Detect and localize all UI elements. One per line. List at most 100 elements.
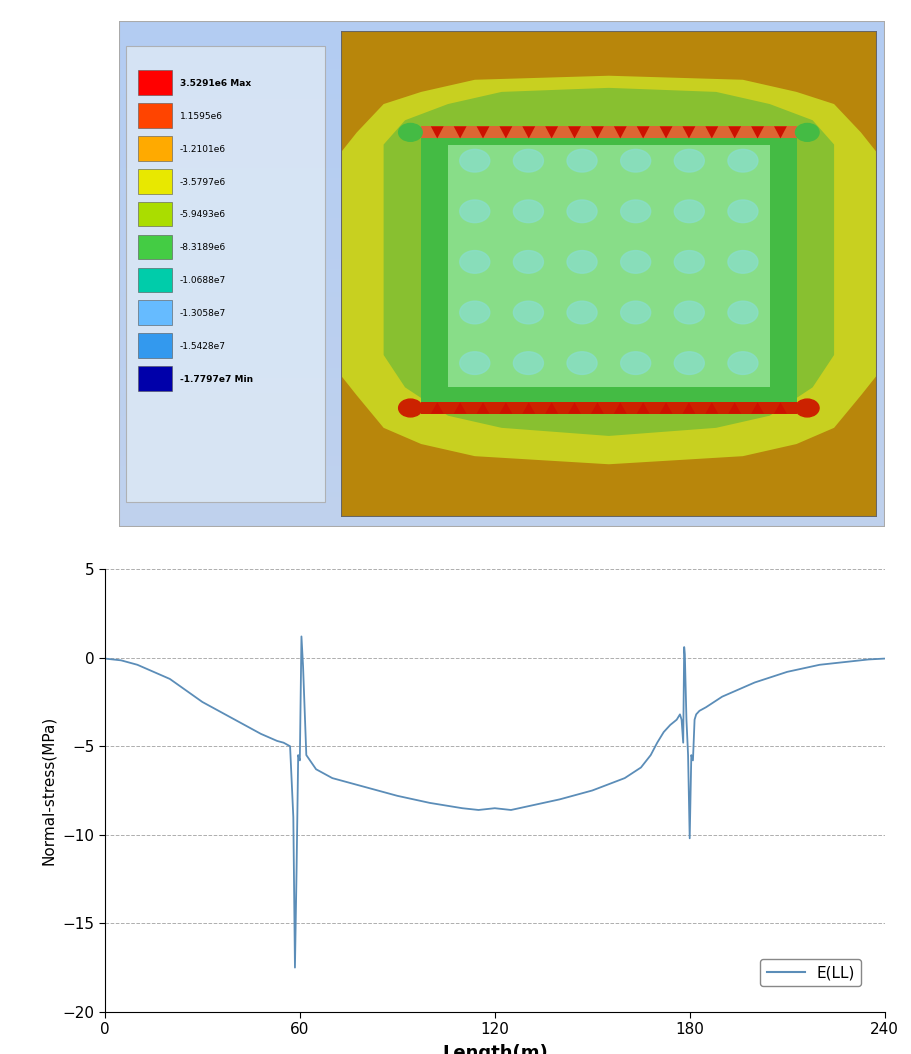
Polygon shape (476, 126, 489, 138)
Polygon shape (341, 76, 876, 464)
Bar (118, 203, 884, 206)
Bar (118, 92, 884, 95)
Bar (118, 408, 884, 411)
Bar (118, 180, 884, 183)
Bar (118, 256, 884, 259)
Bar (118, 261, 884, 264)
Bar (118, 413, 884, 415)
Bar (118, 165, 884, 168)
Text: -1.5428e7: -1.5428e7 (179, 341, 226, 351)
Polygon shape (659, 403, 671, 413)
Bar (118, 276, 884, 279)
Polygon shape (613, 403, 626, 413)
Bar (118, 95, 884, 97)
Bar (118, 82, 884, 84)
Polygon shape (613, 126, 626, 138)
Bar (138, 136, 172, 160)
Bar (118, 476, 884, 479)
Bar (118, 500, 884, 502)
Circle shape (567, 200, 597, 222)
Polygon shape (773, 126, 786, 138)
Polygon shape (568, 126, 580, 138)
Polygon shape (499, 126, 512, 138)
Bar (118, 289, 884, 292)
X-axis label: Length(m): Length(m) (442, 1045, 547, 1054)
Polygon shape (545, 403, 558, 413)
Bar (118, 173, 884, 175)
Bar (138, 235, 172, 259)
Bar (118, 226, 884, 229)
Polygon shape (636, 403, 649, 413)
Bar (118, 375, 884, 377)
Bar (118, 59, 884, 61)
Bar (118, 462, 884, 464)
Bar (118, 21, 884, 23)
Bar (118, 512, 884, 514)
Bar (118, 466, 884, 469)
Y-axis label: Normal-stress(MPa): Normal-stress(MPa) (40, 716, 56, 865)
Polygon shape (659, 126, 671, 138)
Polygon shape (453, 126, 466, 138)
Text: -8.3189e6: -8.3189e6 (179, 243, 226, 252)
Bar (118, 388, 884, 390)
Circle shape (513, 150, 543, 172)
Text: -1.7797e7 Min: -1.7797e7 Min (179, 375, 252, 384)
Polygon shape (681, 126, 694, 138)
Bar (118, 357, 884, 360)
Bar (118, 436, 884, 438)
Bar (118, 188, 884, 191)
Bar (118, 272, 884, 274)
Bar (118, 471, 884, 474)
Polygon shape (590, 403, 603, 413)
Bar (118, 52, 884, 54)
Bar (118, 234, 884, 236)
Bar (118, 330, 884, 332)
Circle shape (620, 251, 650, 273)
Circle shape (673, 251, 703, 273)
Circle shape (727, 150, 757, 172)
Bar (118, 355, 884, 357)
Bar (118, 433, 884, 436)
Bar (118, 223, 884, 226)
Bar (118, 380, 884, 383)
Circle shape (794, 123, 818, 141)
Circle shape (398, 123, 422, 141)
Circle shape (567, 352, 597, 374)
Circle shape (567, 301, 597, 324)
Circle shape (673, 150, 703, 172)
Bar (118, 281, 884, 285)
Bar (118, 213, 884, 216)
Bar (118, 72, 884, 74)
Circle shape (673, 301, 703, 324)
Bar (118, 198, 884, 200)
Bar (118, 525, 884, 527)
Bar (118, 28, 884, 32)
Bar (138, 333, 172, 358)
Bar (118, 287, 884, 289)
Bar (118, 160, 884, 162)
Bar (118, 211, 884, 213)
Circle shape (620, 301, 650, 324)
Bar (118, 145, 884, 148)
Bar (118, 54, 884, 57)
Bar (118, 249, 884, 251)
Bar (118, 209, 884, 211)
Bar (118, 104, 884, 108)
Bar (118, 122, 884, 124)
Text: -5.9493e6: -5.9493e6 (179, 211, 226, 219)
Bar (118, 48, 884, 52)
Bar (118, 377, 884, 380)
Bar (118, 26, 884, 28)
Bar (118, 487, 884, 489)
Bar (118, 155, 884, 158)
Bar (118, 403, 884, 406)
Bar (118, 77, 884, 79)
Bar (118, 415, 884, 418)
Text: 1.1595e6: 1.1595e6 (179, 112, 222, 121)
Bar (118, 292, 884, 294)
Circle shape (513, 352, 543, 374)
Bar (118, 267, 884, 269)
Bar (118, 373, 884, 375)
Bar (118, 158, 884, 160)
Polygon shape (751, 403, 763, 413)
